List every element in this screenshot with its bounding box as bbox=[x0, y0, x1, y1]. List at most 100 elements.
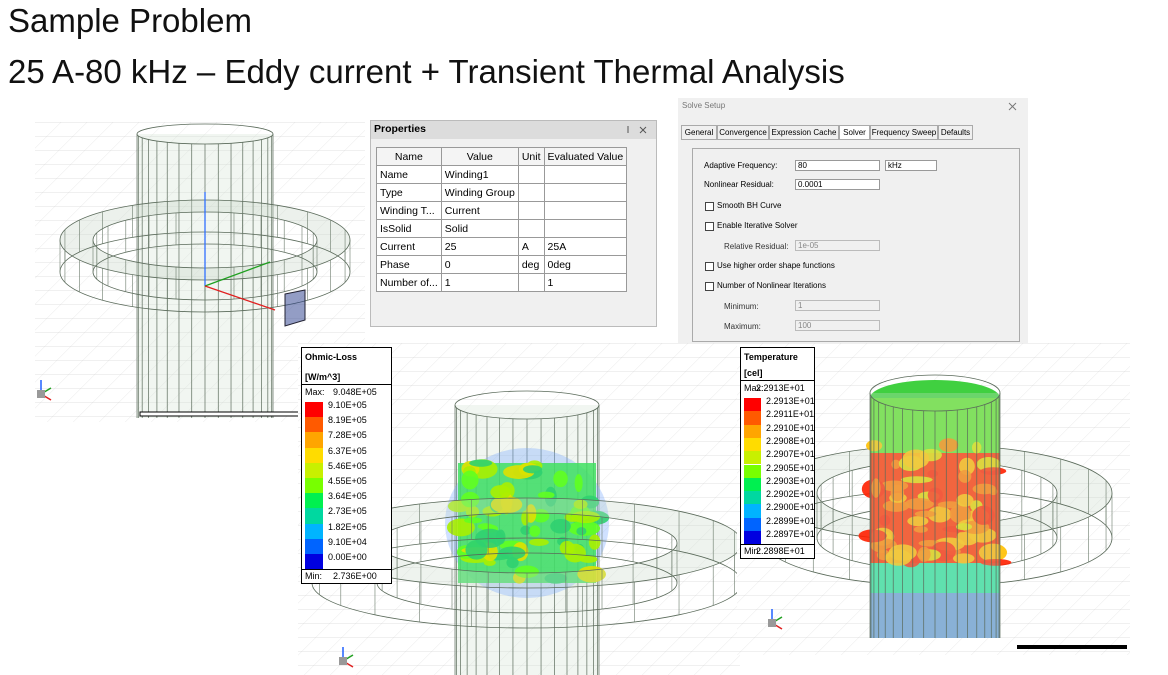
field-patch bbox=[553, 470, 568, 488]
color-swatch bbox=[744, 424, 761, 438]
field-patch bbox=[469, 459, 493, 467]
field-patch bbox=[953, 553, 975, 564]
tab[interactable]: Convergence bbox=[717, 125, 769, 140]
level-label: 2.2911E+01 bbox=[766, 409, 815, 420]
checkbox[interactable] bbox=[705, 202, 714, 211]
cell bbox=[517, 165, 545, 184]
level-label: 2.2902E+01 bbox=[766, 489, 815, 500]
level-label: 8.19E+05 bbox=[328, 415, 367, 426]
tab[interactable]: Frequency Sweep bbox=[870, 125, 938, 140]
close-icon[interactable] bbox=[639, 126, 647, 134]
cell: A bbox=[517, 237, 545, 256]
property-row: IsSolid Solid bbox=[376, 219, 628, 238]
field-patch bbox=[902, 449, 930, 469]
field-patch bbox=[937, 501, 963, 509]
field-patch bbox=[913, 526, 928, 533]
field-patch bbox=[465, 540, 488, 560]
column-header: Evaluated Value bbox=[543, 147, 628, 166]
level-label: 2.2900E+01 bbox=[766, 502, 815, 513]
tab[interactable]: Defaults bbox=[938, 125, 973, 140]
field-patch bbox=[956, 493, 974, 507]
level-label: 3.64E+05 bbox=[328, 491, 367, 502]
property-row: Current 25 A 25A bbox=[376, 237, 628, 256]
color-swatch bbox=[744, 477, 761, 492]
field-patch bbox=[927, 470, 939, 478]
tab[interactable]: General bbox=[681, 125, 717, 140]
level-label: 2.2905E+01 bbox=[766, 462, 815, 473]
option-input: 100 bbox=[795, 320, 880, 331]
field-patch bbox=[576, 527, 587, 536]
triad-cube bbox=[339, 657, 347, 665]
triad-cube bbox=[37, 390, 45, 398]
field-patch bbox=[506, 557, 519, 569]
cell: Number of... bbox=[376, 273, 442, 292]
cell: 0 bbox=[440, 255, 519, 274]
field-patch bbox=[573, 499, 588, 510]
level-label: 7.28E+05 bbox=[328, 430, 367, 441]
field-patch bbox=[461, 470, 479, 490]
field-patch bbox=[858, 529, 887, 543]
legend-title: Temperature bbox=[744, 352, 798, 362]
checkbox-label: Use higher order shape functions bbox=[717, 261, 835, 270]
color-swatch bbox=[305, 447, 323, 463]
level-label: 2.2907E+01 bbox=[766, 449, 815, 460]
panel-buttons[interactable] bbox=[626, 125, 651, 135]
cell: Phase bbox=[376, 255, 442, 274]
field-patch bbox=[550, 519, 571, 534]
option-label: Relative Residual: bbox=[724, 242, 789, 251]
cell bbox=[517, 219, 545, 238]
cell: IsSolid bbox=[376, 219, 442, 238]
cell bbox=[543, 201, 628, 220]
checkbox-label: Smooth BH Curve bbox=[717, 201, 782, 210]
panel-title: Properties bbox=[371, 121, 656, 139]
property-row: Name Winding1 bbox=[376, 165, 628, 184]
cell: Current bbox=[440, 201, 519, 220]
level-label: 1.82E+05 bbox=[328, 521, 367, 532]
color-swatch bbox=[305, 508, 323, 524]
tab[interactable]: Solver bbox=[839, 125, 870, 140]
field-patch bbox=[917, 546, 931, 562]
unit-dropdown[interactable]: kHz bbox=[885, 160, 937, 171]
legend: Ohmic-Loss [W/m^3] Max: 9.048E+05 9.10E+05 8.… bbox=[301, 347, 392, 585]
cell: 0deg bbox=[543, 255, 628, 274]
field-patch bbox=[958, 469, 972, 483]
color-swatch bbox=[305, 432, 323, 448]
color-swatch bbox=[744, 531, 761, 545]
color-swatch bbox=[744, 504, 761, 518]
triad-cube bbox=[768, 619, 776, 627]
level-label: 6.37E+05 bbox=[328, 445, 367, 456]
field-patch bbox=[544, 573, 568, 584]
terminal bbox=[284, 289, 306, 327]
property-row: Winding T... Current bbox=[376, 201, 628, 220]
checkbox[interactable] bbox=[705, 262, 714, 271]
field-patch bbox=[490, 495, 523, 514]
field-patch bbox=[537, 491, 555, 499]
level-label: 2.2903E+01 bbox=[766, 475, 815, 486]
min-label: Min: bbox=[744, 546, 762, 557]
property-row: Number of... 1 1 bbox=[376, 273, 628, 292]
color-swatch bbox=[744, 517, 761, 531]
checkbox[interactable] bbox=[705, 282, 714, 291]
tab[interactable]: Expression Cache bbox=[769, 125, 839, 140]
field-patch bbox=[914, 510, 937, 518]
max-value: 2.2913E+01 bbox=[756, 383, 805, 393]
field-input[interactable]: 80 bbox=[795, 160, 880, 171]
column-header: Name bbox=[376, 147, 442, 166]
color-swatch bbox=[305, 538, 323, 554]
properties-table: Name Value Unit Evaluated Value Name Winding1… bbox=[376, 147, 628, 292]
subtitle: 25 A-80 kHz – Eddy current + Transient T… bbox=[8, 53, 845, 90]
field-patch bbox=[890, 484, 905, 502]
checkbox[interactable] bbox=[705, 222, 714, 231]
min-label: Min: bbox=[305, 571, 323, 582]
level-label: 9.10E+04 bbox=[328, 536, 367, 547]
option-label: Minimum: bbox=[724, 302, 759, 311]
divider bbox=[741, 380, 814, 381]
field-input[interactable]: 0.0001 bbox=[795, 179, 880, 190]
color-swatch bbox=[305, 554, 323, 570]
cell: Winding T... bbox=[376, 201, 442, 220]
close-icon[interactable] bbox=[1008, 102, 1018, 112]
field-patch bbox=[532, 508, 550, 523]
cell: 25 bbox=[440, 237, 519, 256]
field-patch bbox=[446, 518, 475, 537]
